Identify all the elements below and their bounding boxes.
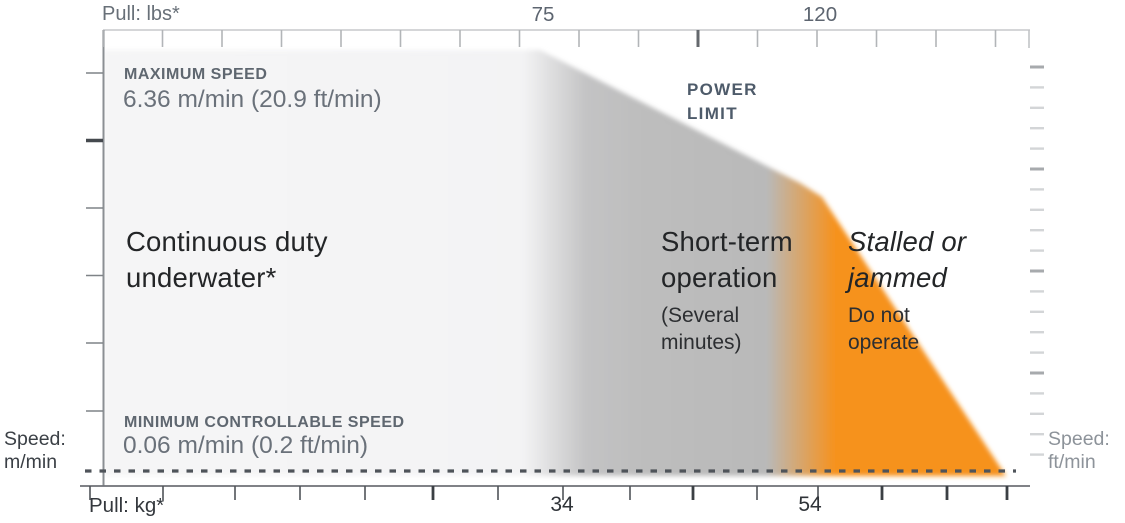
right-axis-title-line2: ft/min (1048, 451, 1096, 473)
duty-envelope-area (104, 50, 1006, 476)
top-axis-tick-label-75: 75 (531, 3, 555, 26)
top-axis-title: Pull: lbs* (102, 3, 180, 25)
bottom-axis-tick-label-54: 54 (798, 493, 822, 516)
right-axis-title-line1: Speed: (1048, 428, 1110, 450)
power-limit-line1: POWER (687, 80, 758, 99)
max-speed-value: 6.36 m/min (20.9 ft/min) (123, 86, 382, 113)
region-short-term-note: (Several minutes) (661, 302, 742, 356)
left-axis-title-line2: m/min (4, 451, 58, 473)
region-stalled-note-line1: Do not (848, 304, 910, 327)
region-stalled-label: Stalled or jammed (848, 224, 966, 296)
region-short-term-label: Short-term operation (661, 224, 793, 296)
region-continuous-line2: underwater* (126, 262, 277, 293)
region-stalled-line2: jammed (848, 262, 948, 293)
top-axis-tick-label-120: 120 (802, 3, 838, 26)
left-axis-title: Speed: m/min (4, 428, 66, 474)
region-short-term-note-line1: (Several (661, 304, 740, 327)
bottom-axis-tick-label-34: 34 (550, 493, 574, 516)
region-continuous-line1: Continuous duty (126, 226, 328, 257)
region-stalled-line1: Stalled or (848, 226, 967, 257)
max-speed-title: MAXIMUM SPEED (124, 66, 268, 83)
left-axis-title-line1: Speed: (4, 428, 66, 450)
right-axis-title: Speed: ft/min (1048, 428, 1110, 474)
region-short-term-line2: operation (661, 262, 778, 293)
region-stalled-note: Do not operate (848, 302, 919, 356)
min-speed-title: MINIMUM CONTROLLABLE SPEED (124, 414, 405, 431)
region-continuous-label: Continuous duty underwater* (126, 224, 328, 296)
min-speed-value: 0.06 m/min (0.2 ft/min) (123, 432, 369, 459)
region-short-term-note-line2: minutes) (661, 331, 742, 354)
power-limit-line2: LIMIT (687, 104, 738, 123)
region-short-term-line1: Short-term (661, 226, 793, 257)
region-stalled-note-line2: operate (848, 331, 920, 354)
bottom-axis-title: Pull: kg* (89, 494, 165, 517)
power-limit-label: POWER LIMIT (687, 78, 758, 126)
